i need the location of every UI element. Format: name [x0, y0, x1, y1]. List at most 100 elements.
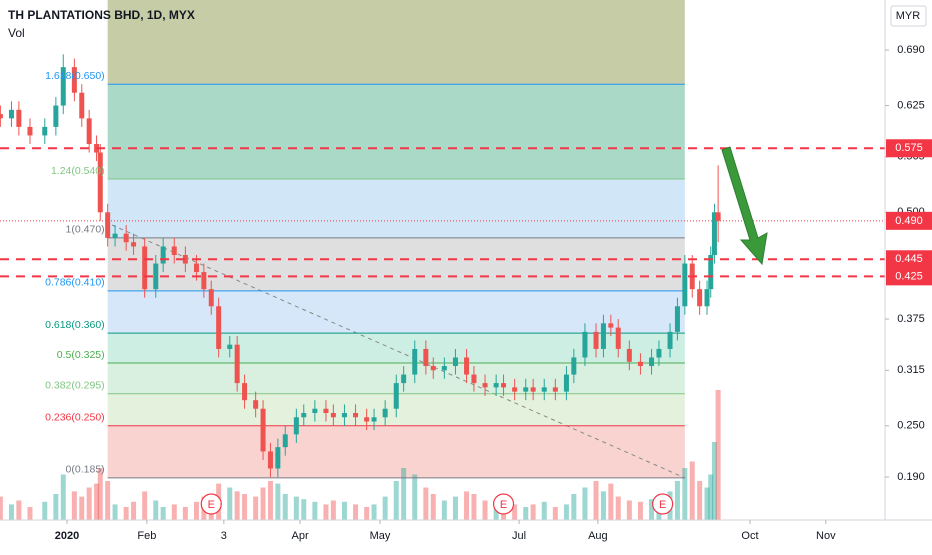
candle-body — [682, 263, 688, 307]
candle-body — [86, 118, 92, 144]
fib-label: 0.236(0.250) — [45, 412, 105, 424]
volume-bar — [105, 481, 111, 520]
event-label: E — [500, 499, 507, 511]
candle-body — [16, 109, 22, 127]
candle-body — [512, 387, 518, 392]
candle-body — [153, 263, 159, 290]
candle-body — [530, 387, 536, 392]
volume-bar — [608, 483, 614, 520]
volume-bar — [423, 487, 429, 520]
volume-bar — [131, 501, 137, 520]
candle-body — [430, 366, 436, 371]
candle-body — [234, 344, 240, 384]
candle-body — [464, 357, 470, 375]
candle-body — [615, 327, 621, 349]
volume-bar — [16, 500, 22, 520]
fib-label: 1.24(0.540) — [51, 165, 105, 177]
candle-body — [242, 383, 248, 401]
volume-bar — [60, 474, 66, 520]
volume-bar — [341, 501, 347, 520]
event-marker — [200, 493, 222, 515]
candle-body — [704, 289, 710, 307]
volume-bar — [112, 504, 118, 520]
fib-label: 1.618(0.650) — [45, 70, 105, 82]
volume-bar — [393, 481, 399, 520]
volume-bar — [8, 504, 14, 520]
volume-bar — [267, 481, 273, 520]
fib-zone — [107, 84, 685, 179]
volume-bar — [142, 491, 148, 520]
candle-body — [60, 67, 66, 106]
y-tick-label: 0.315 — [897, 364, 925, 376]
event-label: E — [659, 499, 666, 511]
event-label: E — [208, 499, 215, 511]
candle-body — [131, 242, 137, 247]
labels-layer: 0(0.185) 0.236(0.250) 0.382(0.295) 0.5(0.32… — [45, 44, 932, 542]
volume-bar — [382, 496, 388, 520]
volume-bar — [371, 504, 377, 520]
x-tick-label: Jul — [512, 530, 526, 542]
volume-bar — [637, 501, 643, 520]
candle-body — [364, 417, 370, 422]
x-tick-label: Feb — [137, 530, 156, 542]
volume-bar — [464, 491, 470, 520]
volume-bar — [482, 500, 488, 520]
volume-bar — [234, 491, 240, 520]
candle-body — [330, 412, 336, 418]
candle-body — [382, 408, 388, 418]
candle-body — [452, 357, 458, 367]
candle-body — [582, 331, 588, 358]
candle-body — [253, 400, 259, 409]
candle-body — [600, 323, 606, 349]
candle-body — [667, 331, 673, 349]
price-tag-label: 0.445 — [895, 253, 923, 265]
volume-bar — [275, 483, 281, 520]
fib-label: 0.5(0.325) — [57, 349, 105, 361]
x-tick-label: May — [370, 530, 391, 542]
volume-bar — [704, 487, 710, 520]
candle-body — [123, 233, 129, 243]
volume-bar — [493, 504, 499, 520]
candle-body — [471, 374, 477, 384]
currency-box[interactable] — [890, 5, 927, 27]
price-tag — [886, 267, 932, 286]
volume-bar — [227, 487, 233, 520]
volume-bar — [593, 481, 599, 520]
candle-body — [53, 105, 59, 127]
candle-body — [656, 348, 662, 358]
volume-bar — [697, 481, 703, 520]
candle-body — [423, 348, 429, 367]
volume-bar — [253, 496, 259, 520]
candle-body — [293, 417, 299, 435]
candle-body — [401, 374, 407, 384]
event-marker — [652, 493, 674, 515]
candle-body — [649, 357, 655, 367]
volume-bar — [649, 499, 655, 520]
fib-label: 0.786(0.410) — [45, 277, 105, 289]
fib-zone — [107, 333, 685, 364]
volume-bar — [0, 496, 3, 520]
x-tick-label: Aug — [588, 530, 608, 542]
volume-bar — [563, 504, 569, 520]
volume-bar — [626, 500, 632, 520]
volume-bar — [708, 474, 714, 520]
volume-bar — [79, 496, 85, 520]
candle-body — [523, 387, 529, 392]
volume-bar — [27, 507, 33, 520]
candle-body — [208, 289, 214, 307]
volume-bar — [571, 494, 577, 520]
volume-bar — [312, 501, 318, 520]
volume-bar — [171, 504, 177, 520]
candle-body — [541, 387, 547, 392]
y-tick-label: 0.690 — [897, 44, 925, 56]
candle-body — [182, 255, 188, 264]
fib-zone — [107, 290, 685, 334]
candle-body — [571, 357, 577, 375]
fib-label: 0(0.185) — [66, 464, 105, 476]
price-tag — [886, 250, 932, 269]
volume-bar — [260, 487, 266, 520]
x-tick-label: Nov — [816, 530, 836, 542]
candle-body — [97, 152, 103, 213]
candle-body — [711, 212, 717, 256]
